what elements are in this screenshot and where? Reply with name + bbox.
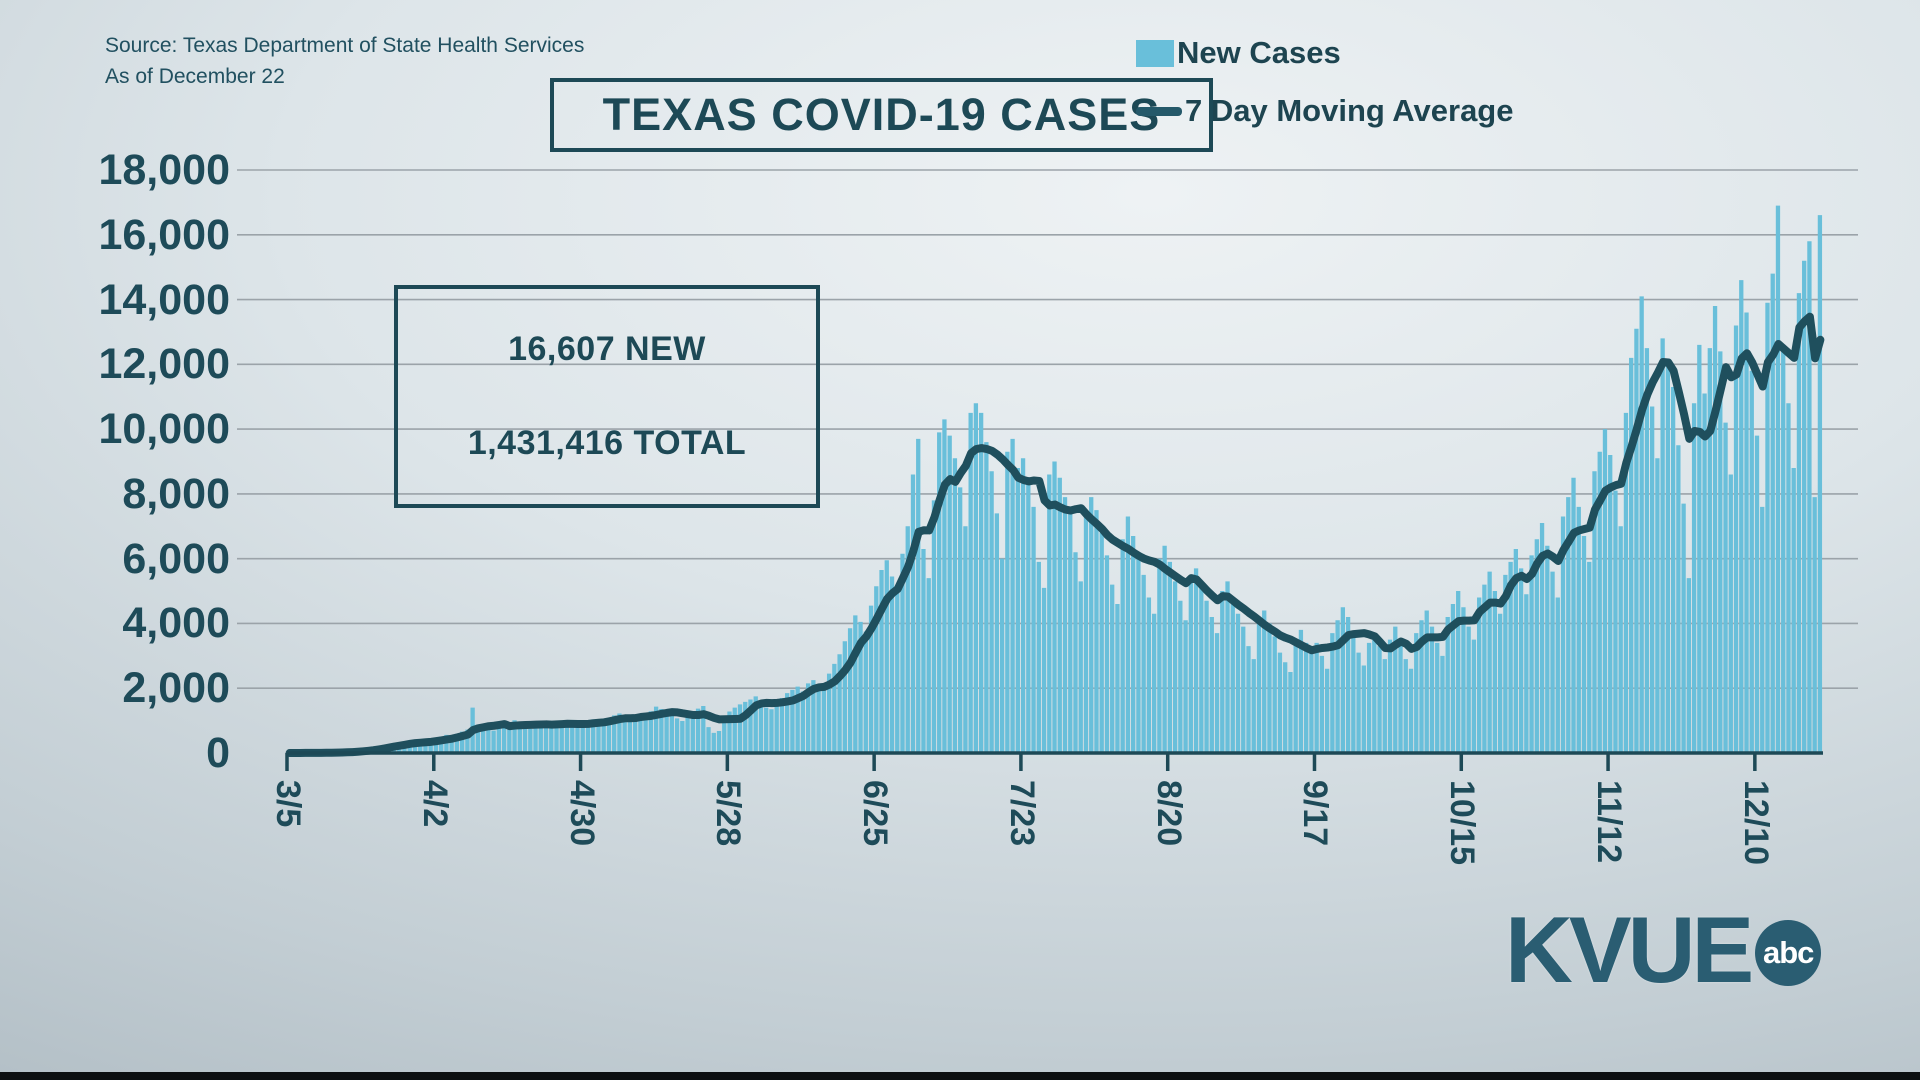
y-axis-label: 0 (206, 729, 230, 777)
abc-network-badge: abc (1755, 920, 1822, 986)
x-axis-label: 10/15 (1443, 780, 1482, 866)
y-axis-label: 4,000 (122, 599, 230, 648)
source-line2: As of December 22 (105, 65, 285, 88)
source-attribution: Source: Texas Department of State Health… (105, 30, 584, 92)
kvue-logo: KVUE abc (1505, 897, 1822, 1002)
moving-average-label: 7 Day Moving Average (1185, 93, 1514, 128)
y-axis-label: 14,000 (98, 275, 230, 324)
x-axis-label: 5/28 (709, 780, 748, 847)
total-cases-stat: 1,431,416 TOTAL (467, 423, 747, 462)
x-axis-label: 3/5 (269, 780, 307, 828)
y-axis-label: 18,000 (98, 146, 230, 194)
stats-box: 16,607 NEW 1,431,416 TOTAL (394, 285, 820, 508)
legend-row-moving-average: 7 Day Moving Average (1136, 93, 1514, 128)
x-axis-label: 12/10 (1736, 780, 1775, 866)
chart-title: TEXAS COVID-19 CASES (602, 89, 1161, 140)
x-axis-label: 9/17 (1296, 780, 1335, 847)
new-cases-swatch (1136, 39, 1174, 67)
y-axis-label: 8,000 (122, 469, 230, 518)
x-axis-label: 11/12 (1590, 780, 1629, 864)
new-cases-stat: 16,607 NEW (508, 330, 706, 369)
legend: New Cases 7 Day Moving Average (1136, 35, 1514, 152)
source-line1: Source: Texas Department of State Health… (105, 34, 585, 57)
x-axis-label: 6/25 (856, 780, 895, 847)
y-axis-label: 2,000 (122, 664, 230, 713)
y-axis-label: 12,000 (98, 340, 230, 389)
x-axis-ticks (285, 753, 1757, 771)
x-axis-label: 8/20 (1149, 780, 1188, 847)
x-axis-label: 4/2 (415, 780, 454, 828)
moving-average-line (285, 312, 1825, 757)
x-axis-label: 7/23 (1002, 780, 1041, 847)
y-axis-label: 6,000 (122, 534, 230, 583)
x-axis-label: 4/30 (562, 780, 601, 847)
y-axis-label: 10,000 (98, 405, 230, 454)
bottom-letterbox-strip (0, 1072, 1920, 1080)
kvue-wordmark: KVUE (1505, 897, 1754, 1002)
chart-title-box: TEXAS COVID-19 CASES (550, 78, 1213, 152)
y-axis-label: 16,000 (98, 210, 230, 259)
moving-average-swatch (1136, 106, 1182, 116)
new-cases-label: New Cases (1177, 35, 1341, 70)
legend-row-new-cases: New Cases (1136, 35, 1513, 70)
